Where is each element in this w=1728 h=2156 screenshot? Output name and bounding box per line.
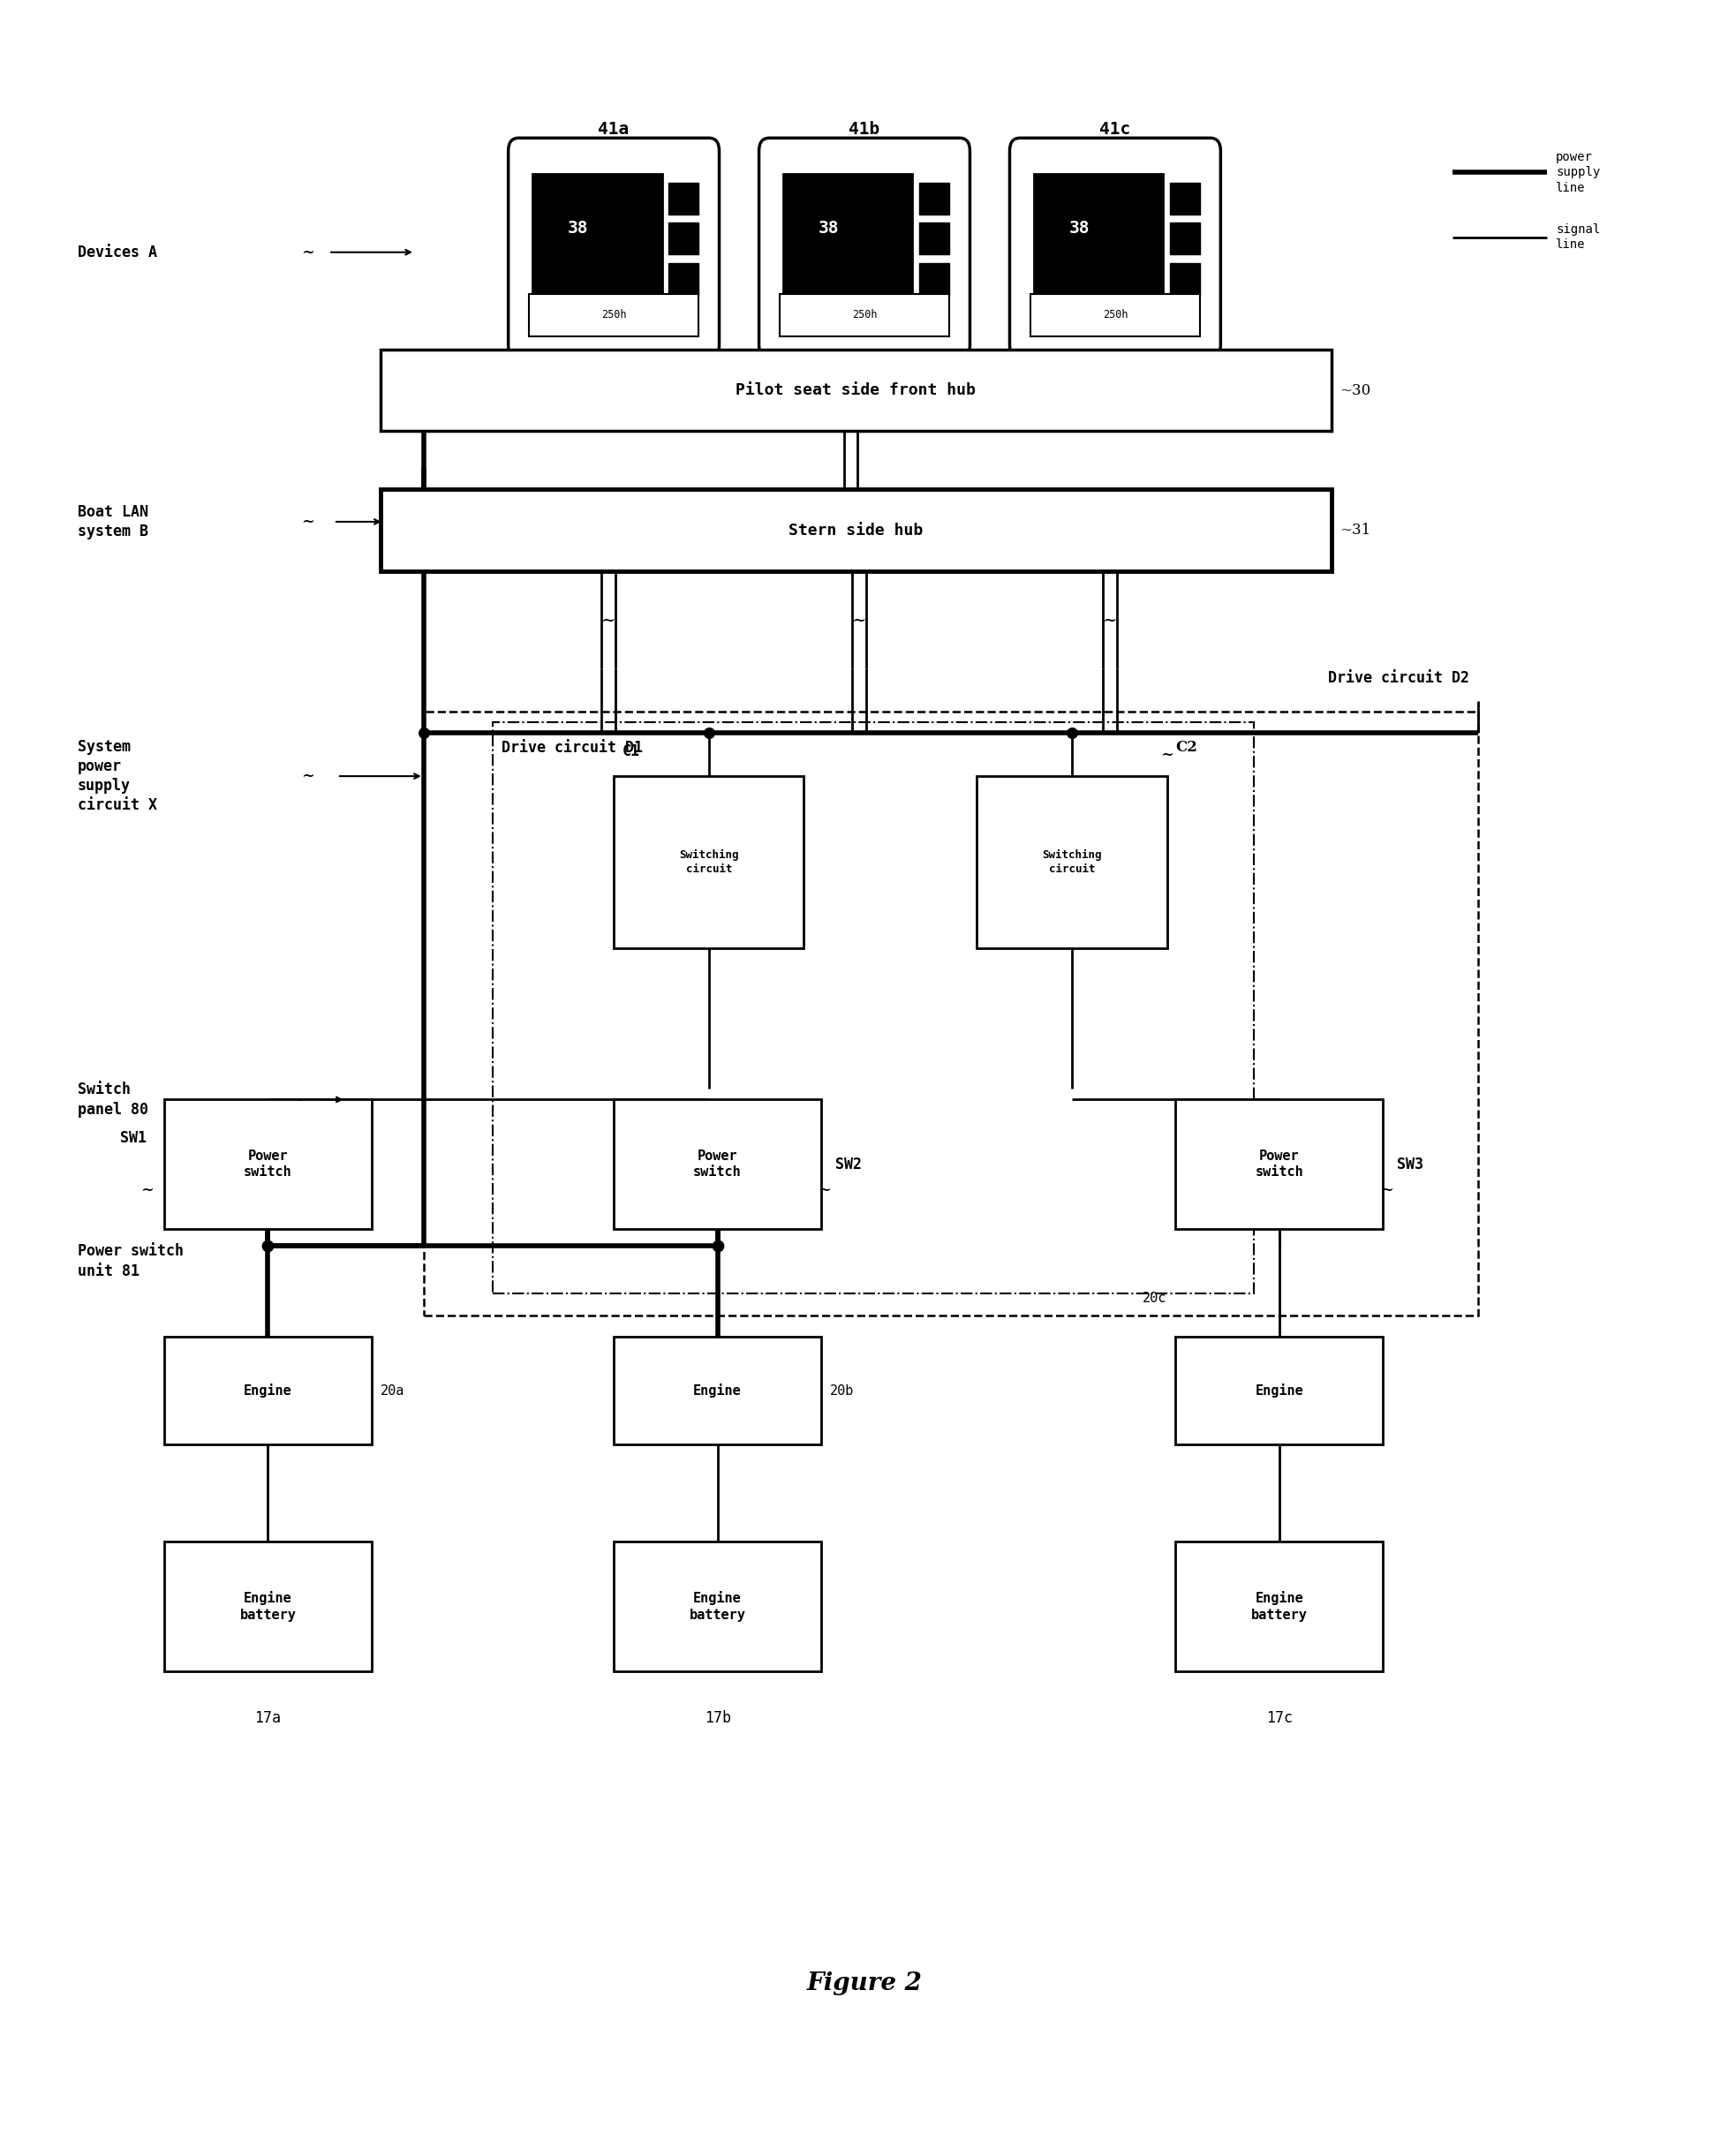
Point [695, 716, 722, 750]
Bar [669, 222, 698, 254]
Text: 38: 38 [1068, 220, 1089, 237]
Bar [669, 263, 698, 295]
Text: Switch
panel 80: Switch panel 80 [78, 1082, 149, 1117]
Text: Engine
battery: Engine battery [240, 1591, 295, 1621]
Text: 38: 38 [567, 220, 588, 237]
Text: SW1: SW1 [121, 1130, 147, 1147]
Text: power
supply
line: power supply line [1555, 151, 1600, 194]
Text: Drive circuit D2: Drive circuit D2 [1327, 671, 1469, 686]
Bar [164, 1542, 372, 1671]
Text: SW3: SW3 [1396, 1156, 1422, 1173]
Text: Stern side hub: Stern side hub [788, 522, 923, 539]
Bar [788, 192, 876, 276]
Text: ~: ~ [1379, 1181, 1393, 1199]
Bar [783, 175, 912, 295]
Text: signal
line: signal line [1555, 224, 1600, 250]
Text: C1: C1 [622, 744, 639, 759]
Text: 41a: 41a [598, 121, 629, 138]
Text: ~: ~ [852, 612, 866, 630]
Text: Engine: Engine [1255, 1384, 1303, 1397]
Bar [164, 1337, 372, 1445]
Text: 17a: 17a [254, 1710, 282, 1725]
Text: ~: ~ [817, 1181, 831, 1199]
Bar [669, 183, 698, 213]
Bar [613, 1337, 821, 1445]
Bar [492, 722, 1253, 1294]
Text: ~: ~ [301, 768, 314, 785]
Text: 41b: 41b [848, 121, 880, 138]
Text: C2: C2 [1175, 740, 1198, 755]
Bar [537, 192, 626, 276]
Text: Engine: Engine [693, 1384, 741, 1397]
Bar [380, 349, 1331, 431]
Bar [380, 489, 1331, 571]
Text: ~: ~ [140, 1181, 154, 1199]
Bar [164, 1100, 372, 1229]
Text: 41c: 41c [1099, 121, 1130, 138]
Text: SW2: SW2 [835, 1156, 861, 1173]
Bar [613, 1100, 821, 1229]
Bar [1039, 192, 1127, 276]
Point [410, 716, 437, 750]
Text: ~: ~ [301, 244, 314, 261]
Text: Boat LAN
system B: Boat LAN system B [78, 505, 149, 539]
Text: 17b: 17b [703, 1710, 731, 1725]
Text: Power
switch: Power switch [244, 1149, 292, 1179]
Bar [976, 776, 1166, 949]
Bar [1175, 1100, 1382, 1229]
Text: 250h: 250h [1102, 308, 1127, 321]
Text: Figure 2: Figure 2 [807, 1971, 921, 1996]
Text: 20c: 20c [1142, 1291, 1166, 1304]
Text: 38: 38 [817, 220, 838, 237]
FancyBboxPatch shape [759, 138, 969, 358]
Text: 250h: 250h [601, 308, 626, 321]
Text: 17c: 17c [1265, 1710, 1293, 1725]
Text: ~: ~ [1102, 612, 1116, 630]
Bar [779, 293, 949, 336]
Bar [1030, 293, 1199, 336]
Text: Devices A: Devices A [78, 244, 157, 261]
Bar [613, 1542, 821, 1671]
Text: 20b: 20b [829, 1384, 854, 1397]
Text: ~: ~ [601, 612, 615, 630]
Bar [529, 293, 698, 336]
Bar [919, 263, 949, 295]
Bar [613, 776, 804, 949]
Point [703, 1229, 731, 1263]
FancyBboxPatch shape [1009, 138, 1220, 358]
Text: Switching
circuit: Switching circuit [679, 849, 738, 875]
Bar [1175, 1337, 1382, 1445]
Text: ~: ~ [301, 513, 314, 530]
Bar [1170, 222, 1199, 254]
Text: Drive circuit D1: Drive circuit D1 [501, 740, 643, 755]
Bar [919, 183, 949, 213]
Text: Power
switch: Power switch [693, 1149, 741, 1179]
Text: ~: ~ [1159, 746, 1173, 763]
Bar [1033, 175, 1163, 295]
FancyBboxPatch shape [508, 138, 719, 358]
Point [254, 1229, 282, 1263]
Bar [1170, 183, 1199, 213]
Text: Pilot seat side front hub: Pilot seat side front hub [736, 382, 975, 399]
Text: ~30: ~30 [1339, 384, 1370, 397]
Bar [1175, 1542, 1382, 1671]
Text: System
power
supply
circuit X: System power supply circuit X [78, 740, 157, 813]
Text: 250h: 250h [852, 308, 876, 321]
Text: Switching
circuit: Switching circuit [1042, 849, 1101, 875]
Text: Engine
battery: Engine battery [689, 1591, 745, 1621]
Text: ~: ~ [290, 1091, 304, 1108]
Text: ~31: ~31 [1339, 524, 1370, 537]
Point [1058, 716, 1085, 750]
Bar [532, 175, 662, 295]
Bar [1170, 263, 1199, 295]
Text: Engine
battery: Engine battery [1251, 1591, 1306, 1621]
Text: Power switch
unit 81: Power switch unit 81 [78, 1244, 183, 1279]
Bar [919, 222, 949, 254]
Text: Engine: Engine [244, 1384, 292, 1397]
Text: 20a: 20a [380, 1384, 404, 1397]
Text: Power
switch: Power switch [1255, 1149, 1303, 1179]
Bar [423, 711, 1477, 1315]
